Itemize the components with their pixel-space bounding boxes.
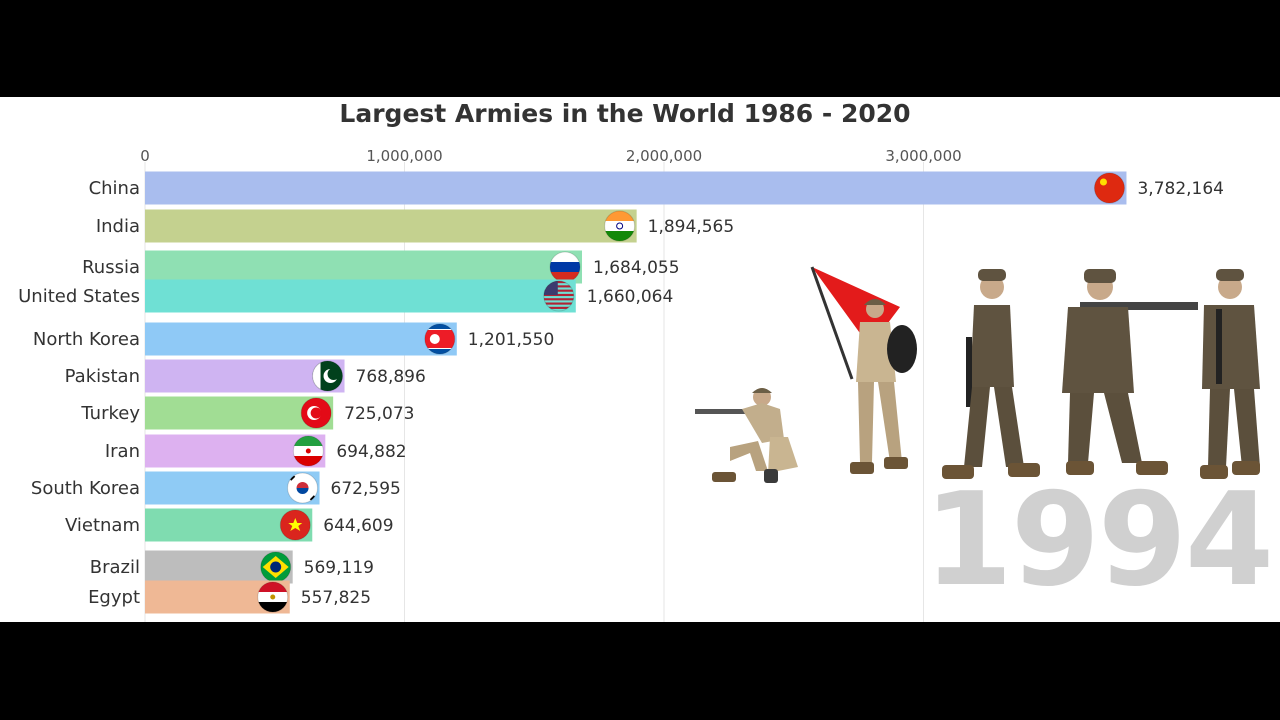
vietnam-flag-icon [279, 509, 311, 541]
chart-frame: Largest Armies in the World 1986 - 2020 … [0, 97, 1280, 622]
category-label: Iran [105, 441, 140, 462]
north-korea-flag-icon [424, 323, 456, 355]
category-label: North Korea [33, 329, 140, 350]
value-label: 3,782,164 [1137, 179, 1224, 199]
year-label: 1994 [923, 466, 1274, 615]
value-label: 1,894,565 [648, 217, 735, 237]
category-label: Vietnam [65, 515, 140, 536]
south-korea-flag-icon [287, 472, 319, 504]
category-label: Russia [82, 257, 140, 278]
bar-united-states [145, 279, 576, 313]
bar-pakistan [145, 359, 345, 393]
value-label: 1,201,550 [468, 330, 555, 350]
bar-india [145, 209, 637, 243]
x-tick-label: 1,000,000 [366, 147, 442, 165]
china-flag-icon [1093, 172, 1125, 204]
x-tick-label: 2,000,000 [626, 147, 702, 165]
category-label: South Korea [31, 478, 140, 499]
value-label: 1,660,064 [587, 287, 674, 307]
category-label: China [89, 178, 140, 199]
bar-north-korea [145, 322, 457, 356]
category-label: Egypt [88, 587, 140, 608]
category-label: United States [18, 286, 140, 307]
turkey-flag-icon [300, 397, 332, 429]
brazil-flag-icon [260, 551, 292, 583]
iran-flag-icon [292, 435, 324, 467]
value-label: 725,073 [344, 404, 414, 424]
walking-soldier-icon [942, 269, 1040, 479]
value-label: 768,896 [356, 367, 426, 387]
walking-soldier-icon [1200, 269, 1260, 479]
category-label: India [96, 216, 140, 237]
category-label: Turkey [80, 403, 140, 424]
pakistan-flag-icon [312, 360, 344, 392]
value-label: 1,684,055 [593, 258, 680, 278]
flag-bearer-soldier-icon [810, 266, 917, 474]
value-label: 569,119 [304, 558, 374, 578]
value-label: 644,609 [323, 516, 393, 536]
bar-russia [145, 250, 583, 284]
soldiers-illustration [695, 266, 1260, 483]
bar-china [145, 171, 1127, 205]
category-label: Brazil [90, 557, 140, 578]
x-tick-label: 3,000,000 [885, 147, 961, 165]
category-label: Pakistan [65, 366, 140, 387]
chart-title: Largest Armies in the World 1986 - 2020 [339, 99, 911, 128]
value-label: 672,595 [331, 479, 401, 499]
india-flag-icon [604, 210, 636, 242]
kneeling-soldier-icon [695, 388, 798, 483]
egypt-flag-icon [257, 581, 289, 613]
aiming-soldier-icon [1062, 269, 1198, 475]
x-tick-label: 0 [140, 147, 150, 165]
value-label: 557,825 [301, 588, 371, 608]
bar-chart: 0 1,000,000 2,000,000 3,000,000 China 3,782,… [18, 147, 1224, 622]
value-label: 694,882 [336, 442, 406, 462]
usa-flag-icon [543, 280, 575, 312]
